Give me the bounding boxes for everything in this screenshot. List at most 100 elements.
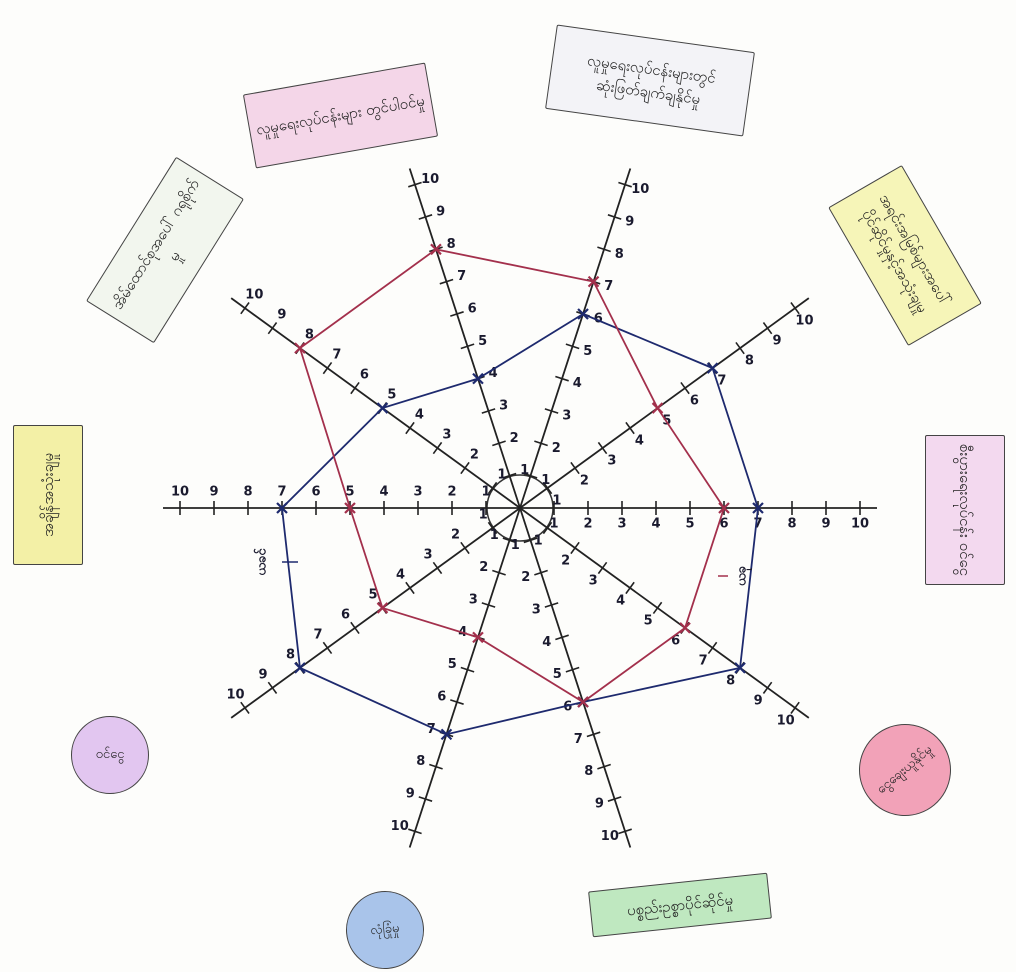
tick-mark [432, 441, 443, 455]
tick-mark [350, 381, 360, 395]
tick-label: 3 [532, 602, 541, 617]
tick-label: 9 [406, 787, 415, 802]
tick-label: 6 [671, 633, 680, 648]
tick-mark [492, 569, 506, 576]
axis-line [230, 297, 521, 509]
tick-label: 4 [573, 376, 582, 391]
tick-label: 6 [690, 394, 699, 409]
tick-mark [607, 214, 622, 220]
data-point [430, 243, 442, 256]
data-point [294, 342, 306, 354]
tick-label: 6 [341, 607, 350, 622]
tick-mark [405, 421, 415, 435]
tick-label: 2 [521, 570, 530, 585]
tick-label: 6 [594, 311, 603, 326]
tick-label: 8 [787, 517, 796, 532]
tick-mark [450, 699, 464, 705]
tick-label: 7 [699, 653, 708, 668]
tick-mark [607, 796, 622, 802]
tick-label: 2 [561, 553, 570, 568]
tick-label: 3 [499, 399, 508, 414]
tick-label: 3 [617, 517, 626, 532]
tick-label: 8 [416, 754, 425, 769]
tick-mark [492, 440, 506, 447]
tick-mark [618, 828, 632, 835]
data-point [718, 502, 730, 514]
data-point [734, 662, 746, 674]
tick-label: 3 [589, 573, 598, 588]
tick-label: 6 [468, 302, 477, 317]
category-label: စီးပွားရေးလုပ်ငန်း ဝင်ငွေ [925, 435, 1005, 585]
data-point [577, 696, 589, 708]
tick-label: 3 [469, 593, 478, 608]
tick-label: 1 [490, 528, 499, 543]
tick-label: 8 [745, 354, 754, 369]
data-point [577, 308, 589, 320]
tick-mark [652, 601, 663, 615]
tick-label: 2 [447, 485, 456, 500]
tick-mark [597, 561, 608, 575]
tick-label: 1 [552, 493, 561, 508]
tick-label: 4 [489, 366, 498, 381]
tick-label: 2 [583, 517, 592, 532]
tick-label: 7 [717, 374, 726, 389]
tick-mark [570, 541, 580, 555]
tick-label: 5 [685, 517, 694, 532]
tick-mark [460, 666, 475, 673]
tick-mark [570, 461, 580, 475]
axis-line [519, 168, 632, 509]
tick-label: 6 [719, 517, 728, 532]
tick-label: 1 [511, 538, 520, 553]
tick-label: 10 [391, 819, 409, 834]
tick-mark [405, 581, 415, 595]
tick-mark [534, 569, 548, 576]
tick-label: 1 [479, 508, 488, 523]
tick-label: 1 [534, 533, 543, 548]
axis-line [519, 297, 810, 509]
series-annotation: ယခု [735, 565, 753, 586]
data-point [472, 372, 484, 385]
tick-label: 1 [481, 485, 490, 500]
data-point [587, 275, 600, 288]
tick-label: 9 [772, 334, 781, 349]
tick-label: 5 [448, 657, 457, 672]
tick-label: 7 [604, 279, 613, 294]
data-point [344, 502, 356, 514]
series-annotation: ယခင် [253, 548, 270, 576]
tick-label: 10 [851, 517, 869, 532]
tick-label: 5 [478, 334, 487, 349]
category-label: ဝင်ငွေ [71, 716, 149, 794]
tick-mark [597, 441, 608, 455]
tick-mark [762, 681, 773, 694]
data-point [706, 362, 719, 374]
tick-mark [542, 481, 553, 495]
axis-line [519, 507, 810, 719]
data-point [472, 631, 484, 644]
tick-label: 3 [413, 485, 422, 500]
tick-label: 6 [360, 368, 369, 383]
tick-mark [735, 341, 745, 355]
data-point [679, 622, 691, 634]
tick-label: 9 [595, 796, 604, 811]
tick-label: 9 [436, 205, 445, 220]
tick-mark [544, 602, 559, 608]
data-point [276, 502, 288, 514]
tick-label: 8 [447, 237, 456, 252]
data-point [651, 402, 664, 414]
data-point [294, 662, 306, 674]
tick-label: 4 [379, 485, 388, 500]
tick-mark [408, 828, 422, 835]
tick-label: 5 [583, 344, 592, 359]
tick-label: 3 [424, 548, 433, 563]
tick-mark [625, 421, 635, 435]
tick-label: 8 [726, 673, 735, 688]
tick-label: 4 [542, 635, 551, 650]
tick-mark [267, 322, 278, 335]
tick-mark [481, 408, 496, 414]
tick-mark [502, 472, 517, 479]
tick-mark [565, 666, 580, 673]
tick-label: 10 [795, 314, 813, 329]
tick-label: 2 [479, 560, 488, 575]
tick-label: 7 [332, 348, 341, 363]
